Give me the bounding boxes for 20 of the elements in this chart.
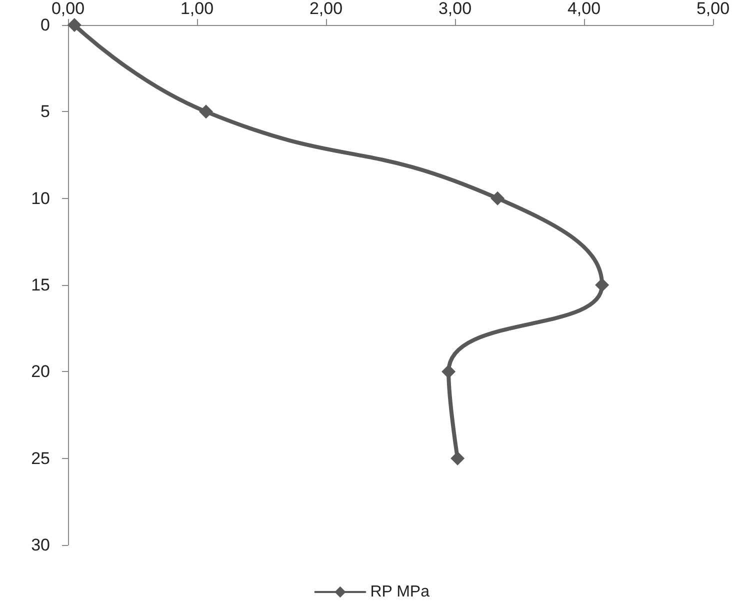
y-tick-label: 10	[31, 188, 50, 208]
y-tick-label: 20	[31, 362, 50, 382]
point	[490, 191, 505, 206]
x-tick-label: 5,00	[696, 0, 730, 18]
point	[199, 104, 214, 119]
x-tick-label: 0,00	[51, 0, 85, 18]
y-tick-label: 0	[40, 16, 50, 34]
point	[450, 451, 465, 466]
x-tick-label: 1,00	[180, 0, 214, 18]
point	[67, 18, 82, 32]
y-tick-label: 25	[31, 448, 50, 468]
y-tick-label: 30	[31, 536, 50, 554]
point	[442, 364, 456, 379]
x-tick-label: 4,00	[567, 0, 601, 18]
legend-label: RP MPa	[370, 584, 430, 600]
x-tick-label: 2,00	[309, 0, 343, 18]
y-tick-label: 5	[40, 102, 50, 122]
point	[595, 278, 610, 292]
x-tick-label: 3,00	[438, 0, 472, 18]
y-tick-label: 15	[31, 276, 50, 294]
